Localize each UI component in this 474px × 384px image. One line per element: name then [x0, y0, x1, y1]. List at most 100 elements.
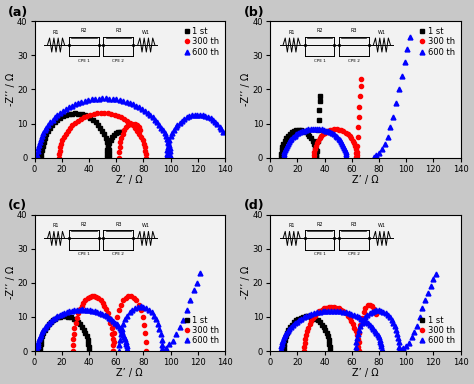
- 300 th: [142, 331, 148, 336]
- 1 st: [313, 152, 319, 156]
- 1 st: [298, 128, 304, 132]
- 300 th: [134, 298, 139, 303]
- 300 th: [341, 129, 346, 134]
- 600 th: [164, 144, 170, 149]
- 1 st: [44, 132, 49, 137]
- 300 th: [356, 104, 362, 109]
- 300 th: [341, 309, 346, 314]
- 300 th: [120, 298, 126, 303]
- 1 st: [75, 320, 81, 324]
- 300 th: [310, 316, 316, 321]
- 600 th: [192, 113, 198, 117]
- 300 th: [356, 114, 362, 119]
- 1 st: [104, 156, 109, 160]
- 300 th: [106, 316, 112, 320]
- 1 st: [86, 345, 91, 349]
- 600 th: [35, 349, 40, 353]
- 300 th: [128, 122, 133, 126]
- 1 st: [82, 113, 88, 118]
- 1 st: [317, 320, 323, 324]
- Text: (d): (d): [244, 199, 264, 212]
- 1 st: [305, 314, 311, 319]
- 300 th: [356, 349, 361, 353]
- Line: 1 st: 1 st: [38, 314, 91, 353]
- 1 st: [286, 328, 292, 333]
- 300 th: [338, 308, 344, 312]
- 1 st: [85, 114, 91, 119]
- 1 st: [317, 108, 322, 112]
- Line: 1 st: 1 st: [282, 314, 332, 353]
- 600 th: [47, 120, 53, 125]
- 1 st: [77, 322, 83, 327]
- 1 st: [308, 314, 313, 319]
- 300 th: [143, 349, 149, 353]
- 1 st: [315, 138, 320, 143]
- 300 th: [329, 127, 335, 132]
- 600 th: [281, 151, 287, 156]
- 300 th: [137, 128, 143, 132]
- 1 st: [37, 345, 43, 349]
- 300 th: [114, 315, 120, 319]
- 1 st: [84, 334, 90, 339]
- 1 st: [103, 136, 109, 140]
- Y-axis label: -Z’’ / Ω: -Z’’ / Ω: [6, 73, 16, 106]
- 300 th: [356, 125, 361, 129]
- 1 st: [309, 136, 314, 140]
- 300 th: [123, 295, 128, 300]
- 300 th: [356, 349, 361, 353]
- 300 th: [56, 156, 62, 160]
- 1 st: [105, 143, 111, 148]
- 1 st: [321, 325, 327, 329]
- 1 st: [280, 145, 285, 149]
- 1 st: [327, 345, 333, 350]
- 1 st: [325, 334, 331, 339]
- Y-axis label: -Z’’ / Ω: -Z’’ / Ω: [241, 73, 251, 106]
- 300 th: [314, 311, 320, 316]
- 300 th: [143, 340, 149, 344]
- 1 st: [305, 131, 310, 136]
- 1 st: [312, 316, 318, 321]
- 1 st: [65, 314, 71, 319]
- 300 th: [111, 340, 117, 344]
- 300 th: [348, 136, 354, 141]
- 1 st: [324, 331, 329, 336]
- 1 st: [63, 113, 69, 118]
- 300 th: [78, 117, 83, 121]
- 1 st: [310, 138, 316, 143]
- 1 st: [282, 341, 287, 346]
- 300 th: [96, 296, 101, 301]
- 1 st: [106, 147, 111, 152]
- 1 st: [42, 328, 48, 332]
- 1 st: [293, 318, 299, 323]
- 300 th: [77, 307, 82, 312]
- 300 th: [328, 305, 334, 309]
- 1 st: [85, 338, 91, 342]
- 300 th: [367, 303, 373, 307]
- 1 st: [66, 112, 72, 116]
- 600 th: [281, 156, 287, 160]
- 300 th: [302, 337, 308, 341]
- 300 th: [334, 127, 339, 132]
- 1 st: [85, 341, 91, 346]
- 1 st: [107, 156, 112, 160]
- 600 th: [297, 130, 303, 134]
- 1 st: [318, 94, 323, 99]
- 300 th: [356, 339, 362, 344]
- X-axis label: Z’ / Ω: Z’ / Ω: [352, 175, 379, 185]
- 300 th: [346, 134, 352, 138]
- 1 st: [313, 154, 319, 158]
- 1 st: [105, 144, 111, 148]
- 1 st: [38, 341, 44, 346]
- 600 th: [377, 337, 383, 342]
- 300 th: [100, 300, 105, 305]
- 1 st: [104, 139, 110, 144]
- 1 st: [50, 122, 55, 127]
- 300 th: [354, 150, 359, 155]
- 300 th: [359, 316, 365, 320]
- 300 th: [105, 311, 110, 316]
- 300 th: [361, 310, 366, 314]
- 1 st: [295, 316, 301, 321]
- 300 th: [325, 129, 330, 134]
- 300 th: [73, 321, 78, 325]
- 1 st: [282, 338, 288, 342]
